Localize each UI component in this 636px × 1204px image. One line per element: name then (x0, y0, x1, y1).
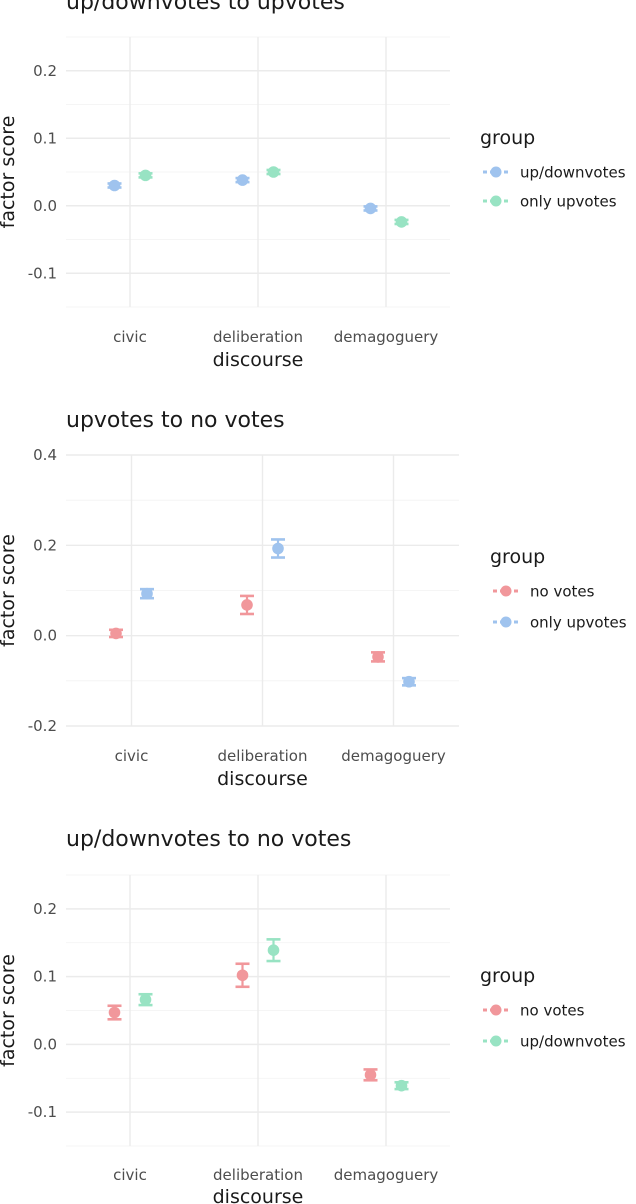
x-tick-label: deliberation (213, 1166, 303, 1184)
data-point (139, 993, 152, 1006)
data-point (272, 542, 284, 555)
legend-label: no votes (530, 583, 595, 601)
legend-key-point (500, 585, 512, 597)
legend-label: only upvotes (530, 614, 627, 632)
y-tick-label: 0.0 (33, 1035, 57, 1053)
y-tick-label: 0.0 (33, 197, 57, 215)
data-point (267, 166, 280, 178)
legend-key-point (500, 616, 512, 628)
x-axis-title: discourse (213, 1186, 304, 1204)
y-tick-label: 0.1 (33, 129, 57, 147)
legend-label: no votes (520, 1002, 585, 1020)
data-point (110, 627, 122, 640)
data-point (364, 1069, 377, 1081)
x-tick-label: demagoguery (334, 1166, 439, 1184)
data-point (108, 1006, 121, 1019)
legend-key-point (490, 1004, 502, 1016)
data-point (403, 675, 415, 688)
data-point (364, 202, 377, 215)
y-tick-label: 0.2 (33, 62, 57, 80)
chart-title: up/downvotes to no votes (66, 827, 351, 852)
y-axis-title: factor score (0, 534, 19, 647)
x-axis-title: discourse (213, 349, 304, 371)
y-tick-label: -0.1 (28, 264, 57, 282)
chart-panel-2: -0.2 0.0 0.2 0.4 civic deliberation demagoguer… (0, 408, 627, 790)
data-point (267, 944, 280, 957)
legend-label: up/downvotes (520, 164, 626, 182)
x-tick-label: civic (113, 1166, 147, 1184)
legend-title: group (480, 127, 535, 149)
data-point (108, 179, 121, 192)
legend-label: only upvotes (520, 193, 617, 211)
x-tick-label: deliberation (218, 747, 308, 765)
x-tick-label: demagoguery (334, 328, 439, 346)
y-tick-label: 0.2 (33, 536, 57, 554)
x-tick-label: civic (113, 328, 147, 346)
legend-key-point (490, 166, 502, 178)
chart-panel-1: -0.1 0.0 0.1 0.2 civic deliberation demagoguer… (0, 0, 626, 371)
data-point (236, 969, 249, 982)
data-point (236, 174, 249, 186)
legend-label: up/downvotes (520, 1033, 626, 1051)
y-tick-label: 0.1 (33, 968, 57, 986)
y-tick-label: -0.2 (28, 717, 57, 735)
data-point (141, 587, 153, 600)
data-point (372, 651, 384, 663)
x-tick-label: deliberation (213, 328, 303, 346)
y-tick-label: 0.2 (33, 900, 57, 918)
chart-title: up/downvotes to upvotes (66, 0, 345, 15)
legend-key-point (490, 195, 502, 207)
legend-title: group (480, 965, 535, 987)
data-point (241, 599, 253, 611)
chart-panel-3: -0.1 0.0 0.1 0.2 civic deliberation demagoguer… (0, 827, 626, 1204)
y-axis-title: factor score (0, 954, 19, 1067)
data-point (395, 216, 408, 228)
y-tick-label: -0.1 (28, 1103, 57, 1121)
y-tick-label: 0.0 (33, 627, 57, 645)
legend-key-point (490, 1035, 502, 1047)
data-point (139, 169, 152, 182)
chart-title: upvotes to no votes (66, 408, 285, 433)
x-tick-label: demagoguery (341, 747, 446, 765)
x-axis-title: discourse (217, 768, 308, 790)
data-point (395, 1079, 408, 1092)
y-axis-title: factor score (0, 116, 19, 229)
y-tick-label: 0.4 (33, 446, 57, 464)
x-tick-label: civic (115, 747, 149, 765)
legend-title: group (490, 546, 545, 568)
